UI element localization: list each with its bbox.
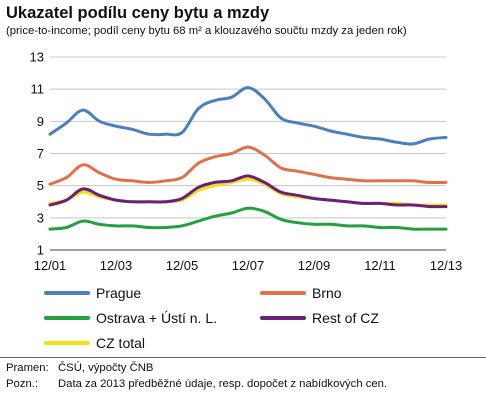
source-key: Pramen:: [6, 362, 49, 374]
x-tick-label: 12/11: [364, 258, 396, 273]
chart-subtitle: (price-to-income; podíl ceny bytu 68 m² …: [6, 25, 407, 37]
x-tick-label: 12/09: [298, 258, 331, 273]
y-tick-label: 9: [37, 114, 44, 129]
y-tick-label: 13: [30, 50, 44, 65]
note-text: Data za 2013 předběžné údaje, resp. dopo…: [58, 378, 388, 390]
legend-label-ostrava-st-n-l: Ostrava + Ústí n. L.: [96, 310, 217, 326]
x-tick-label: 12/07: [232, 258, 265, 273]
x-tick-label: 12/05: [166, 258, 199, 273]
y-tick-label: 11: [31, 82, 45, 97]
series-line-ostrava-st-n-l: [48, 206, 448, 231]
series-line-prague: [48, 86, 448, 146]
x-tick-label: 12/01: [34, 258, 67, 273]
chart-title: Ukazatel podílu ceny bytu a mzdy: [6, 4, 270, 22]
source-note: Pramen: ČSÚ, výpočty ČNB: [6, 362, 153, 374]
series-layer: [48, 86, 448, 231]
footer-divider: [0, 357, 486, 358]
legend-label-prague: Prague: [96, 285, 141, 301]
legend-label-brno: Brno: [312, 285, 342, 301]
series-line-cz-total: [48, 177, 448, 207]
series-line-brno: [48, 145, 448, 186]
grid-layer: [50, 56, 446, 251]
y-tick-label: 5: [37, 178, 44, 193]
legend-label-rest-of-cz: Rest of CZ: [312, 310, 379, 326]
source-text: ČSÚ, výpočty ČNB: [58, 362, 154, 374]
y-tick-label: 3: [37, 210, 44, 225]
x-tick-label: 12/13: [430, 258, 463, 273]
y-tick-label: 7: [37, 146, 44, 161]
data-note: Pozn.: Data za 2013 předběžné údaje, resp…: [6, 378, 387, 390]
series-line-rest-of-cz: [48, 174, 448, 209]
x-tick-label: 12/03: [100, 258, 133, 273]
y-tick-label: 1: [37, 243, 44, 258]
note-key: Pozn.:: [6, 378, 39, 390]
legend: Prague Brno Ostrava + Ústí n. L. Rest of CZ…: [44, 285, 379, 351]
legend-label-cz-total: CZ total: [96, 335, 145, 351]
